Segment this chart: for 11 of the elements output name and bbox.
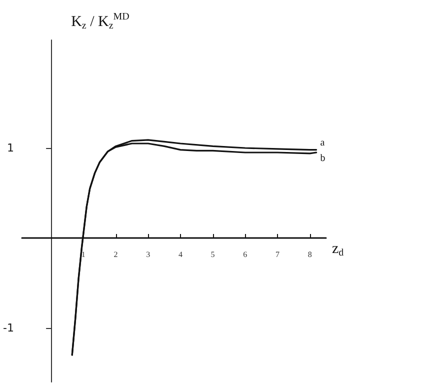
x-tick-label: 7 (275, 250, 280, 260)
x-tick-label: 1 (81, 250, 86, 260)
x-tick-label: 2 (114, 250, 118, 260)
x-tick-label: 8 (308, 250, 312, 260)
y-tick-label: -1 (3, 322, 14, 334)
x-tick-label: 5 (210, 250, 215, 260)
x-tick-label: 3 (146, 250, 150, 260)
series-label: b (320, 153, 326, 164)
series-label: a (320, 137, 326, 148)
x-tick-label: 4 (178, 250, 182, 260)
x-tick-label: 6 (243, 250, 248, 260)
